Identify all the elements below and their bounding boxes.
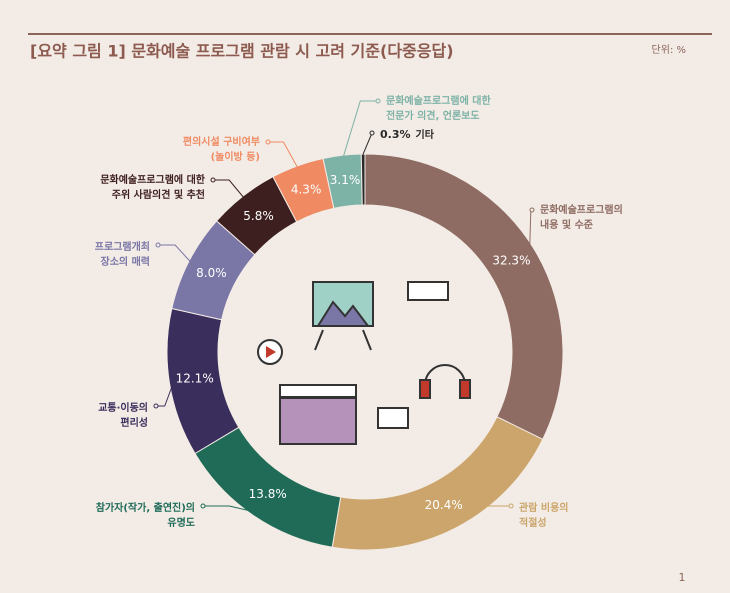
play-triangle [266,346,276,358]
clapper-top [279,384,357,398]
page-number: 1 [679,571,686,584]
value-label: 32.3% [492,253,530,267]
leader-line [453,505,511,526]
camera [377,407,409,429]
leader-line [362,132,373,155]
donut-segment [364,153,564,440]
category-label: 편의시설 구비여부 [183,135,260,148]
leader-dot [529,207,535,213]
category-label: 유명도 [167,516,195,529]
leader-dot [155,242,161,248]
value-label: 12.1% [176,372,214,386]
category-label: 내용 및 수준 [540,218,593,231]
category-label: 문화예술프로그램의 [540,203,623,216]
category-label: 편리성 [120,416,148,429]
easel-leg [314,329,324,351]
category-label: 참가자(작가, 출연진)의 [96,501,195,514]
leader-line [268,141,300,170]
leader-line [203,505,256,513]
value-label: 0.3% [380,128,411,141]
category-label: 관람 비용의 [519,501,568,514]
leader-dot [508,503,514,509]
value-label: 5.8% [243,209,274,223]
value-label: 13.8% [249,487,287,501]
leader-dot [210,177,216,183]
headphones [424,364,466,386]
value-label: 20.4% [425,498,463,512]
leader-dot [153,403,159,409]
category-label: 장소의 매력 [101,255,150,268]
category-label: 문화예술프로그램에 대한 [100,173,205,186]
leader-line [158,244,193,265]
leader-dot [265,139,271,145]
clapper [279,397,357,445]
leader-dot [369,130,375,136]
value-label: 4.3% [291,182,322,196]
leader-line [342,100,378,160]
category-label: 기타 [416,128,435,141]
leader-dot [200,503,206,509]
value-label: 8.0% [196,266,227,280]
illustration [257,281,471,445]
category-label: 문화예술프로그램에 대한 [386,94,491,107]
category-label: (놀이방 등) [211,150,260,163]
leader-dot [375,98,381,104]
easel-leg [362,329,372,351]
unit-label: 단위: % [652,43,686,56]
ticket [407,281,449,301]
category-label: 전문가 의견, 언론보도 [386,109,480,122]
ear-cup [419,379,431,399]
category-label: 적절성 [519,516,547,529]
ear-cup [459,379,471,399]
mountain [316,300,370,327]
category-label: 교통·이동의 [98,401,148,414]
leader-line [213,179,246,200]
category-label: 프로그램개최 [95,240,150,253]
donut-segment [360,153,366,206]
leader-line [156,382,174,407]
chart-title: [요약 그림 1] 문화예술 프로그램 관람 시 고려 기준(다중응답) [30,42,454,61]
value-label: 3.1% [330,173,361,187]
category-label: 주위 사람의견 및 추천 [112,188,205,201]
